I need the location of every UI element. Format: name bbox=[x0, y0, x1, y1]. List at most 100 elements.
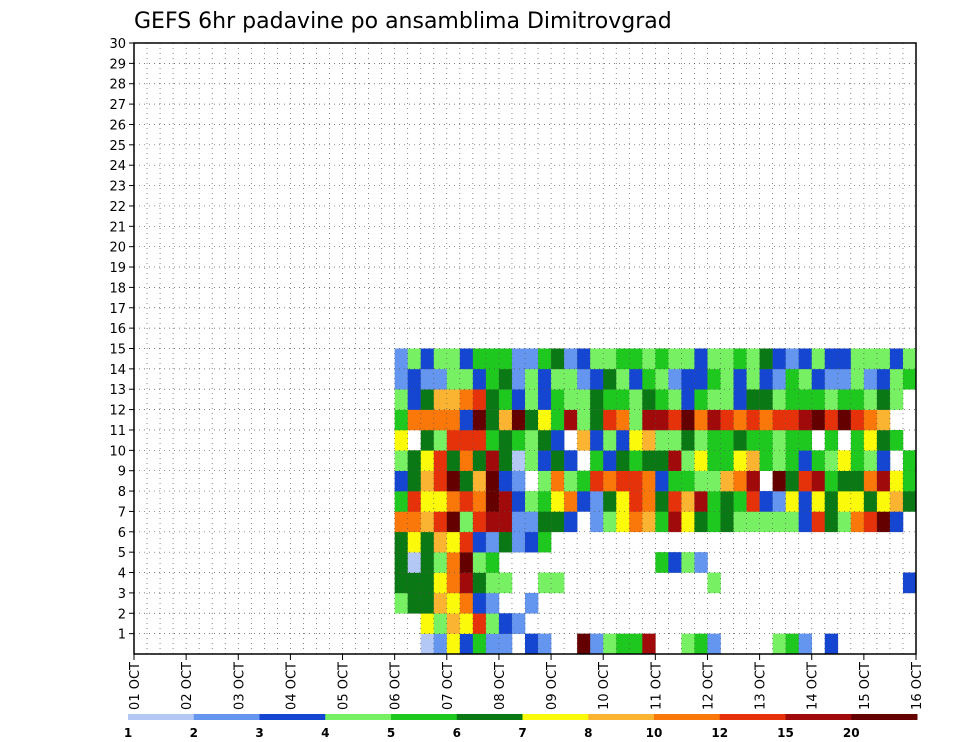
heatmap-cell bbox=[394, 491, 408, 512]
heatmap-cell bbox=[485, 348, 500, 370]
heatmap-cell bbox=[707, 429, 721, 451]
heatmap-cell bbox=[538, 450, 552, 471]
heatmap-cell bbox=[420, 348, 435, 370]
heatmap-cell bbox=[681, 552, 695, 573]
heatmap-cell bbox=[577, 368, 591, 390]
heatmap-cell bbox=[720, 450, 734, 471]
x-tick-label: 01 OCT bbox=[128, 662, 143, 710]
heatmap-cell bbox=[498, 409, 513, 431]
heatmap-cell bbox=[551, 450, 565, 471]
heatmap-cell bbox=[902, 450, 917, 471]
x-tick-label: 08 OCT bbox=[493, 662, 508, 710]
heatmap-cell bbox=[498, 491, 513, 512]
heatmap-cell bbox=[511, 491, 526, 512]
y-tick-label: 3 bbox=[118, 587, 126, 602]
heatmap-cell bbox=[446, 552, 461, 573]
heatmap-cell bbox=[733, 368, 747, 390]
heatmap-cell bbox=[681, 368, 695, 390]
colorbar-segment bbox=[851, 714, 918, 720]
heatmap-cell bbox=[498, 368, 513, 390]
heatmap-cell bbox=[407, 491, 422, 512]
heatmap-cell bbox=[446, 592, 461, 614]
heatmap-cell bbox=[629, 491, 643, 512]
heatmap-cell bbox=[459, 429, 474, 451]
heatmap-cell bbox=[642, 511, 656, 533]
heatmap-cell bbox=[759, 491, 773, 512]
heatmap-cell bbox=[472, 491, 487, 512]
heatmap-cell bbox=[511, 409, 526, 431]
heatmap-cell bbox=[459, 491, 474, 512]
heatmap-cell bbox=[850, 368, 865, 390]
colorbar-segment bbox=[193, 714, 260, 720]
heatmap-cell bbox=[525, 389, 539, 410]
heatmap-cell bbox=[590, 348, 604, 370]
heatmap-cell bbox=[694, 491, 708, 512]
heatmap-cell bbox=[824, 470, 839, 492]
heatmap-cell bbox=[746, 470, 760, 492]
heatmap-cell bbox=[798, 470, 813, 492]
heatmap-cell bbox=[811, 511, 826, 533]
heatmap-cell bbox=[394, 348, 408, 370]
heatmap-cell bbox=[707, 389, 721, 410]
heatmap-cell bbox=[420, 531, 435, 553]
heatmap-cell bbox=[824, 511, 839, 533]
heatmap-cell bbox=[863, 368, 878, 390]
heatmap-cell bbox=[720, 491, 734, 512]
heatmap-cell bbox=[420, 572, 435, 594]
heatmap-cell bbox=[837, 368, 852, 390]
heatmap-cell bbox=[538, 572, 552, 594]
heatmap-cell bbox=[863, 511, 878, 533]
heatmap-cell bbox=[446, 348, 461, 370]
heatmap-cell bbox=[863, 429, 878, 451]
heatmap-cell bbox=[655, 491, 669, 512]
heatmap-cell bbox=[629, 348, 643, 370]
heatmap-cell bbox=[655, 429, 669, 451]
heatmap-cell bbox=[772, 389, 786, 410]
colorbar-label: 5 bbox=[387, 726, 395, 740]
heatmap-cell bbox=[798, 491, 813, 512]
heatmap-cell bbox=[798, 511, 813, 533]
heatmap-cell bbox=[538, 389, 552, 410]
heatmap-cell bbox=[733, 491, 747, 512]
x-tick-label: 14 OCT bbox=[806, 662, 821, 710]
heatmap-cell bbox=[459, 633, 474, 655]
heatmap-cell bbox=[525, 511, 539, 533]
heatmap-cell bbox=[433, 633, 448, 655]
heatmap-cell bbox=[538, 368, 552, 390]
heatmap-cell bbox=[498, 429, 513, 451]
x-tick-label: 02 OCT bbox=[180, 662, 195, 710]
colorbar-segment bbox=[128, 714, 195, 720]
heatmap-cell bbox=[603, 511, 617, 533]
heatmap-cell bbox=[446, 368, 461, 390]
heatmap-cell bbox=[694, 429, 708, 451]
heatmap-cell bbox=[811, 348, 826, 370]
heatmap-cells bbox=[394, 348, 917, 655]
heatmap-cell bbox=[420, 389, 435, 410]
heatmap-cell bbox=[837, 348, 852, 370]
heatmap-cell bbox=[720, 368, 734, 390]
heatmap-cell bbox=[485, 613, 500, 634]
heatmap-cell bbox=[472, 633, 487, 655]
heatmap-cell bbox=[472, 450, 487, 471]
heatmap-cell bbox=[420, 368, 435, 390]
heatmap-cell bbox=[876, 409, 891, 431]
y-tick-label: 20 bbox=[109, 241, 126, 256]
colorbar-label: 6 bbox=[453, 726, 461, 740]
heatmap-cell bbox=[538, 348, 552, 370]
heatmap-cell bbox=[837, 409, 852, 431]
heatmap-cell bbox=[863, 348, 878, 370]
colorbar: 1 2 3 4 5 6 7 8 10 12 15 20 bbox=[124, 714, 918, 740]
heatmap-cell bbox=[629, 429, 643, 451]
heatmap-cell bbox=[433, 429, 448, 451]
heatmap-cell bbox=[720, 389, 734, 410]
heatmap-cell bbox=[889, 470, 904, 492]
colorbar-segment bbox=[391, 714, 458, 720]
heatmap-cell bbox=[811, 389, 826, 410]
y-tick-label: 27 bbox=[109, 98, 126, 113]
heatmap-cell bbox=[668, 511, 682, 533]
heatmap-cell bbox=[603, 368, 617, 390]
heatmap-cell bbox=[772, 409, 786, 431]
x-axis-ticks: 01 OCT 02 OCT 03 OCT 04 OCT 05 OCT 06 OCT 07 O… bbox=[128, 654, 925, 710]
x-tick-label: 04 OCT bbox=[284, 662, 299, 710]
heatmap-cell bbox=[446, 511, 461, 533]
